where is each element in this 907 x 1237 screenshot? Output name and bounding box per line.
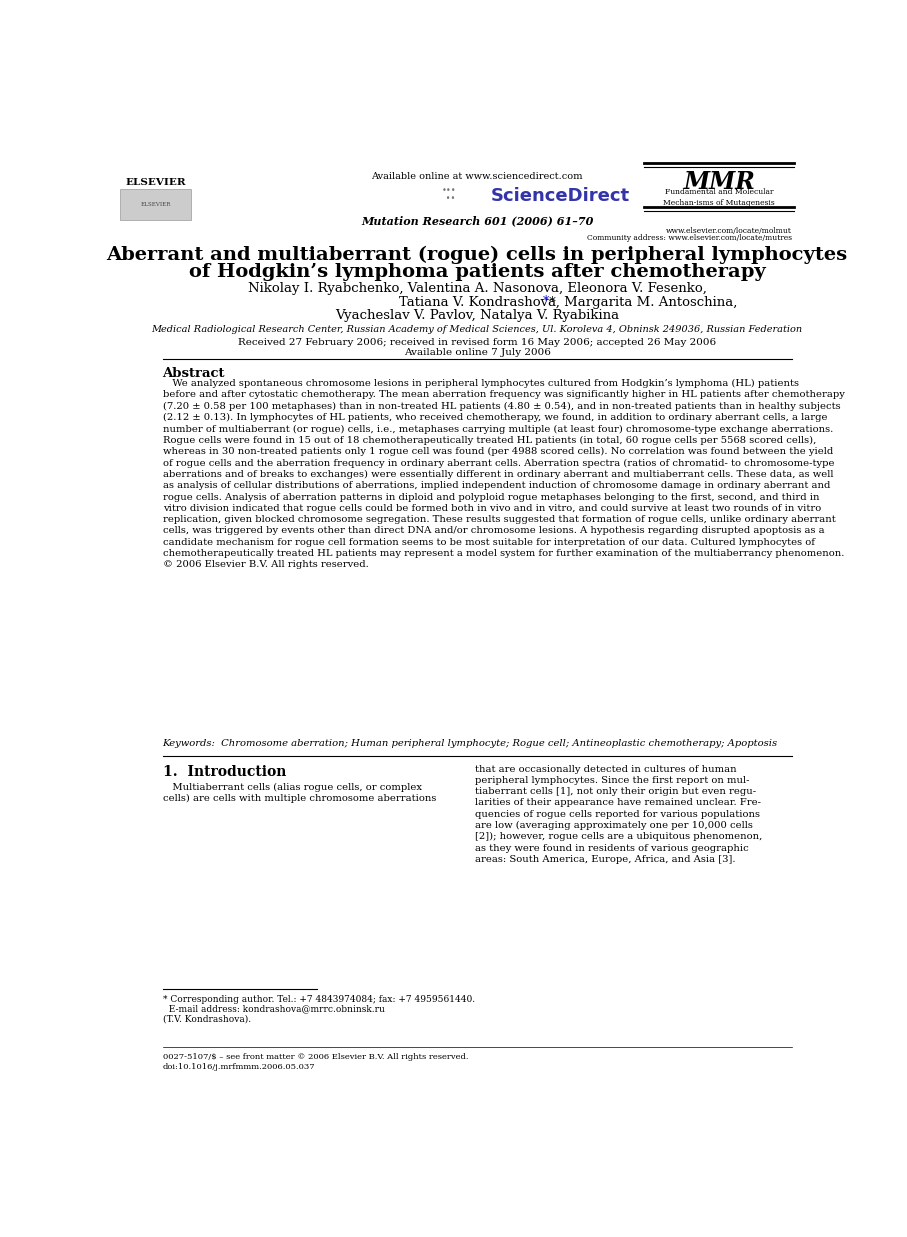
Text: Vyacheslav V. Pavlov, Natalya V. Ryabikina: Vyacheslav V. Pavlov, Natalya V. Ryabiki… — [335, 309, 619, 323]
Text: of Hodgkin’s lymphoma patients after chemotherapy: of Hodgkin’s lymphoma patients after che… — [189, 262, 766, 281]
Text: that are occasionally detected in cultures of human
peripheral lymphocytes. Sinc: that are occasionally detected in cultur… — [475, 764, 763, 863]
Text: E-mail address: kondrashova@mrrc.obninsk.ru: E-mail address: kondrashova@mrrc.obninsk… — [162, 1004, 385, 1014]
Text: 0027-5107/$ – see front matter © 2006 Elsevier B.V. All rights reserved.: 0027-5107/$ – see front matter © 2006 El… — [162, 1054, 468, 1061]
Text: Abstract: Abstract — [162, 366, 225, 380]
Bar — [121, 189, 190, 220]
Text: We analyzed spontaneous chromosome lesions in peripheral lymphocytes cultured fr: We analyzed spontaneous chromosome lesio… — [162, 379, 844, 569]
Text: * Corresponding author. Tel.: +7 4843974084; fax: +7 4959561440.: * Corresponding author. Tel.: +7 4843974… — [162, 996, 474, 1004]
Text: Nikolay I. Ryabchenko, Valentina A. Nasonova, Eleonora V. Fesenko,: Nikolay I. Ryabchenko, Valentina A. Naso… — [248, 282, 707, 294]
Text: Multiaberrant cells (alias rogue cells, or complex
cells) are cells with multipl: Multiaberrant cells (alias rogue cells, … — [162, 783, 436, 803]
Text: Aberrant and multiaberrant (rogue) cells in peripheral lymphocytes: Aberrant and multiaberrant (rogue) cells… — [107, 246, 848, 263]
Text: *, Margarita M. Antoschina,: *, Margarita M. Antoschina, — [544, 296, 737, 309]
Text: Fundamental and Molecular
Mechan­isms of Mutagenesis: Fundamental and Molecular Mechan­isms of… — [663, 188, 775, 207]
Text: ScienceDirect: ScienceDirect — [492, 187, 630, 204]
Text: Community address: www.elsevier.com/locate/mutres: Community address: www.elsevier.com/loca… — [587, 234, 792, 242]
Text: *: * — [542, 296, 549, 308]
Text: Keywords:  Chromosome aberration; Human peripheral lymphocyte; Rogue cell; Antin: Keywords: Chromosome aberration; Human p… — [162, 738, 777, 748]
Text: 1.  Introduction: 1. Introduction — [162, 764, 286, 779]
Text: (T.V. Kondrashova).: (T.V. Kondrashova). — [162, 1014, 250, 1023]
Text: Mutation Research 601 (2006) 61–70: Mutation Research 601 (2006) 61–70 — [361, 215, 593, 226]
Text: MMR: MMR — [683, 171, 756, 194]
Text: Available online 7 July 2006: Available online 7 July 2006 — [404, 349, 551, 357]
Text: Received 27 February 2006; received in revised form 16 May 2006; accepted 26 May: Received 27 February 2006; received in r… — [238, 338, 717, 348]
Text: ELSEVIER: ELSEVIER — [125, 178, 186, 187]
Text: www.elsevier.com/locate/molmut: www.elsevier.com/locate/molmut — [666, 226, 792, 235]
Text: Medical Radiological Research Center, Russian Academy of Medical Sciences, Ul. K: Medical Radiological Research Center, Ru… — [151, 324, 803, 334]
Text: ELSEVIER: ELSEVIER — [141, 202, 171, 207]
Text: •••
 ••: ••• •• — [442, 186, 456, 203]
Text: Available online at www.sciencedirect.com: Available online at www.sciencedirect.co… — [371, 172, 583, 182]
Text: doi:10.1016/j.mrfmmm.2006.05.037: doi:10.1016/j.mrfmmm.2006.05.037 — [162, 1063, 316, 1071]
Text: Tatiana V. Kondrashova: Tatiana V. Kondrashova — [398, 296, 556, 309]
